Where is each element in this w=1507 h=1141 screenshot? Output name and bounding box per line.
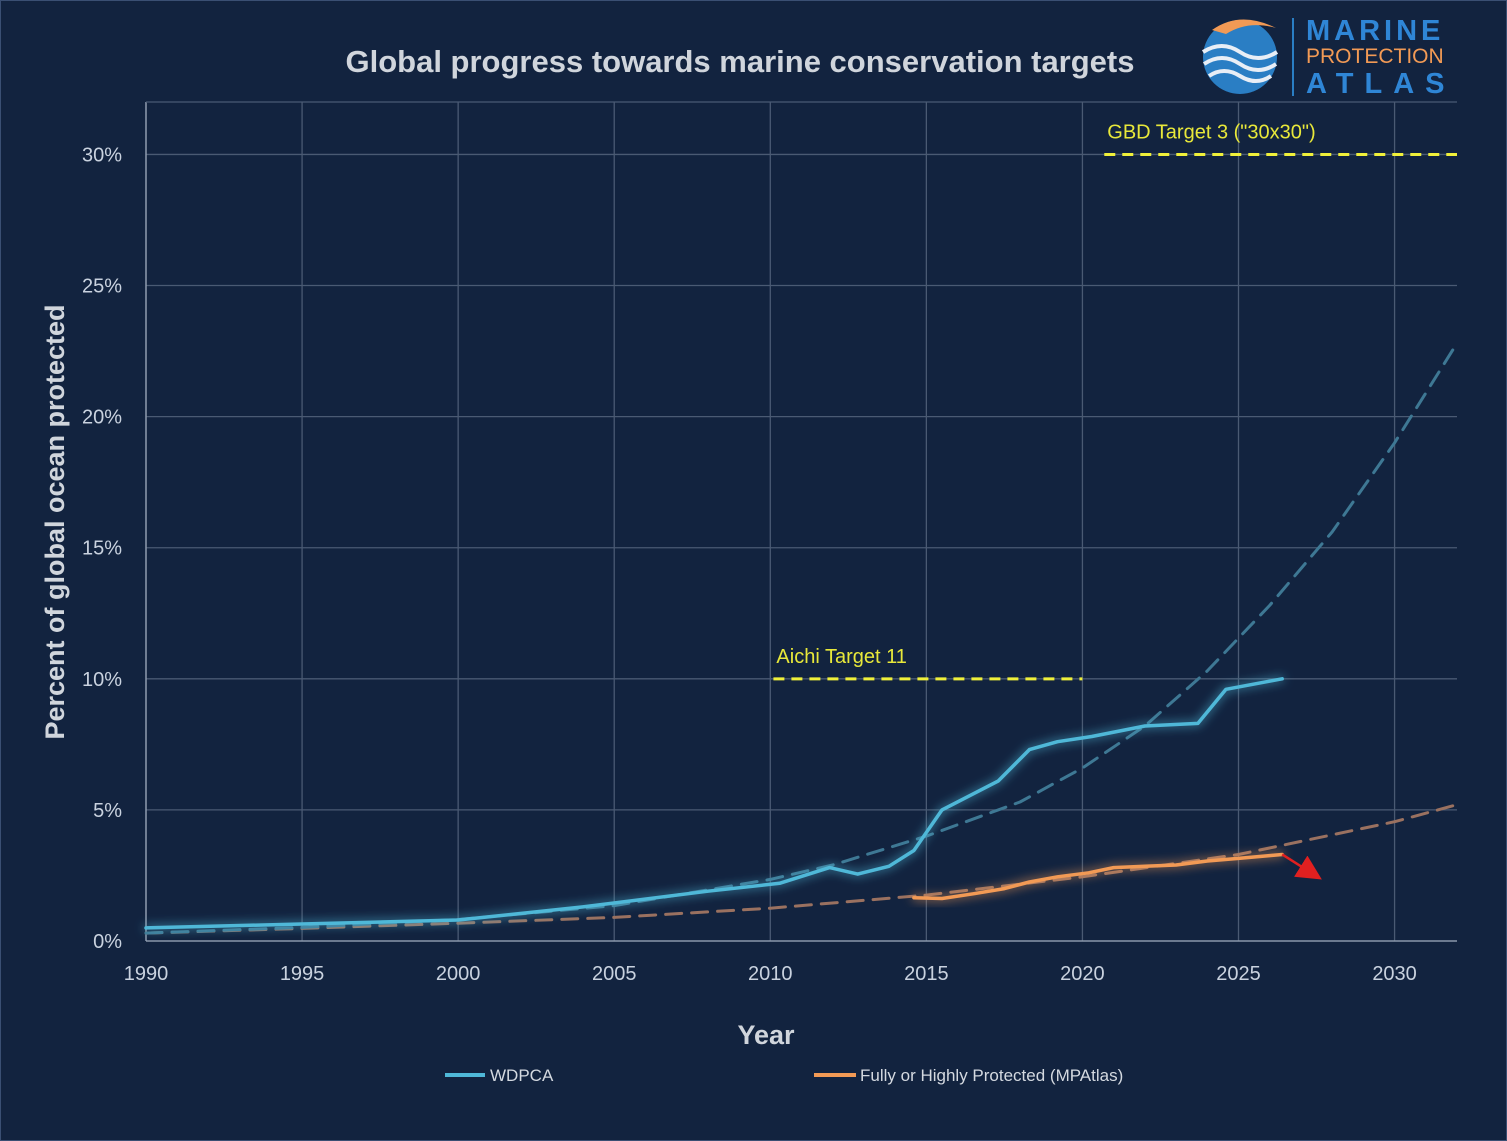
- series-line-2: [144, 341, 1459, 935]
- target-lines: GBD Target 3 ("30x30") Aichi Target 11: [773, 121, 1457, 681]
- y-tick-label: 20%: [82, 407, 122, 429]
- x-tick-label: 2010: [748, 963, 793, 985]
- x-tick-label: 2020: [1060, 963, 1105, 985]
- trend-arrow: [1281, 853, 1322, 880]
- y-tick-label: 5%: [93, 800, 122, 822]
- y-tick-label: 10%: [82, 669, 122, 691]
- x-tick-label: 2005: [592, 963, 637, 985]
- logo-line-1: MARINE: [1306, 15, 1444, 47]
- logo-line-2: PROTECTION: [1306, 45, 1444, 68]
- y-tick-label: 30%: [82, 144, 122, 166]
- target-label-0: GBD Target 3 ("30x30"): [1107, 121, 1315, 143]
- y-tick-label: 0%: [93, 931, 122, 953]
- x-tick-label: 1990: [124, 963, 169, 985]
- x-tick-label: 2025: [1216, 963, 1261, 985]
- y-tick-labels: 0% 5% 10% 15% 20% 25% 30%: [82, 144, 122, 953]
- plot-border: [145, 101, 1457, 942]
- y-tick-label: 25%: [82, 276, 122, 298]
- series-lines: [144, 341, 1459, 935]
- chart-title: Global progress towards marine conservat…: [345, 44, 1134, 79]
- legend: WDPCA Fully or Highly Protected (MPAtlas…: [445, 1066, 1123, 1085]
- x-tick-label: 2000: [436, 963, 481, 985]
- x-tick-labels: 1990 1995 2000 2005 2010 2015 2020 2025 2030: [124, 963, 1417, 985]
- legend-label-mpatlas: Fully or Highly Protected (MPAtlas): [860, 1066, 1123, 1085]
- x-tick-label: 1995: [280, 963, 325, 985]
- series-line-3: [144, 803, 1459, 935]
- grid-lines: [145, 102, 1457, 942]
- legend-label-wdpca: WDPCA: [490, 1066, 554, 1085]
- y-tick-label: 15%: [82, 538, 122, 560]
- logo-line-3: ATLAS: [1306, 68, 1456, 100]
- x-tick-label: 2015: [904, 963, 949, 985]
- x-tick-label: 2030: [1372, 963, 1417, 985]
- x-axis-title: Year: [737, 1020, 795, 1050]
- series-line-1: [912, 852, 1284, 901]
- wave-globe-icon: [1201, 19, 1279, 94]
- marine-protection-atlas-logo: MARINE PROTECTION ATLAS: [1201, 15, 1456, 100]
- y-axis-title: Percent of global ocean protected: [40, 304, 70, 739]
- series-line-0: [144, 677, 1284, 930]
- target-label-1: Aichi Target 11: [776, 646, 906, 668]
